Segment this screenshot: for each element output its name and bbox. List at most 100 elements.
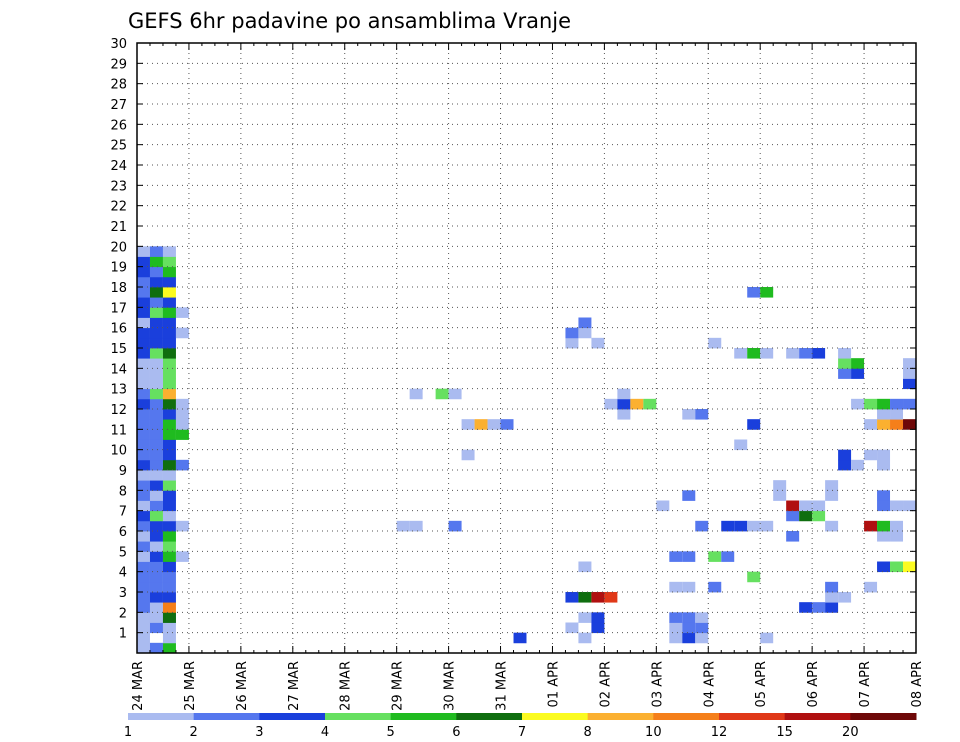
heatmap-cell [149,348,163,359]
colorbar-swatch [325,713,392,720]
heatmap-cell [137,419,150,430]
colorbar-label: 1 [124,725,132,740]
heatmap-cell [162,388,176,400]
y-tick-label: 14 [110,362,127,377]
heatmap-cell [578,317,592,329]
heatmap-cell [137,429,150,440]
heatmap-cell [149,337,163,349]
colorbar-label: 6 [452,725,460,740]
y-tick-label: 8 [119,484,127,499]
x-tick-label: 27 MAR [287,661,302,711]
heatmap-cell [903,378,916,390]
y-tick-label: 21 [110,220,127,235]
y-tick-label: 2 [119,606,127,621]
heatmap-cell [137,327,150,339]
heatmap-cell [903,419,916,430]
heatmap-cell [864,520,878,532]
heatmap-cell [162,622,176,634]
heatmap-cell [487,419,501,430]
heatmap-cell [747,419,761,430]
heatmap-cell [175,520,189,532]
heatmap-cell [149,531,163,542]
heatmap-cell [162,531,176,542]
heatmap-cell [149,480,163,491]
heatmap-cell [149,541,163,552]
heatmap-cell [682,490,696,501]
heatmap-cell [149,602,163,613]
heatmap-cell [149,266,163,278]
heatmap-cell [137,510,150,522]
heatmap-cell [149,459,163,471]
heatmap-cell [617,398,631,410]
heatmap-cell [851,398,865,410]
heatmap-cell [760,632,774,644]
heatmap-cell [877,449,891,461]
heatmap-cell [149,307,163,318]
heatmap-cell [162,348,176,359]
heatmap-cell [149,510,163,522]
colorbar-label: 15 [776,725,793,740]
heatmap-cell [877,520,891,532]
heatmap-cell [149,419,163,430]
heatmap-cell [149,378,163,390]
heatmap-cell [682,409,696,420]
heatmap-cell [643,398,657,410]
heatmap-cell [137,602,150,613]
colorbar-label: 5 [387,725,395,740]
heatmap-cell [149,297,163,308]
heatmap-cell [903,368,916,379]
colorbar-label: 3 [255,725,263,740]
heatmap-cell [149,520,163,532]
colorbar-label: 10 [645,725,662,740]
heatmap-cell [448,520,462,532]
heatmap-cell [695,520,709,532]
heatmap-cell [760,287,774,298]
heatmap-cell [137,531,150,542]
heatmap-cell [162,287,176,298]
heatmap-cell [669,622,683,634]
heatmap-cell [162,520,176,532]
heatmap-cell [669,581,683,593]
colorbar-label: 12 [711,725,728,740]
heatmap-cell [162,419,176,430]
heatmap-cell [786,510,800,522]
heatmap-cell [137,622,150,634]
colorbar-swatch [653,713,720,720]
heatmap-cell [162,358,176,369]
y-tick-label: 24 [110,159,127,174]
heatmap-cell [162,439,176,451]
heatmap-cell [137,470,150,481]
y-tick-label: 19 [110,261,127,276]
y-tick-label: 3 [119,586,127,601]
heatmap-cell [903,500,916,512]
heatmap-cell [890,409,904,420]
heatmap-cell [656,500,670,512]
chart-title: GEFS 6hr padavine po ansamblima Vranje [128,9,571,33]
heatmap-cell [812,510,826,522]
axis-ticks [136,42,917,654]
heatmap-cell [838,592,852,603]
heatmap-cell [890,531,904,542]
heatmap-cell [137,541,150,552]
heatmap-cell [149,317,163,329]
heatmap-cell [137,358,150,369]
heatmap-cell [162,368,176,379]
heatmap-cell [825,520,839,532]
heatmap-cell [578,327,592,339]
y-tick-label: 5 [119,545,127,560]
y-tick-label: 30 [110,37,127,52]
heatmap-cell [786,500,800,512]
heatmap-cell [162,246,176,257]
colorbar-swatch [719,713,786,720]
heatmap-cell [137,449,150,461]
heatmap-cell [799,348,813,359]
y-tick-label: 25 [110,139,127,154]
colorbar-label: 7 [518,725,526,740]
y-tick-label: 11 [110,423,127,438]
heatmap-cell [149,470,163,481]
heatmap-cell [162,337,176,349]
colorbar-swatch [390,713,457,720]
heatmap-cell [565,592,579,603]
heatmap-cell [162,510,176,522]
heatmap-cell [682,622,696,634]
